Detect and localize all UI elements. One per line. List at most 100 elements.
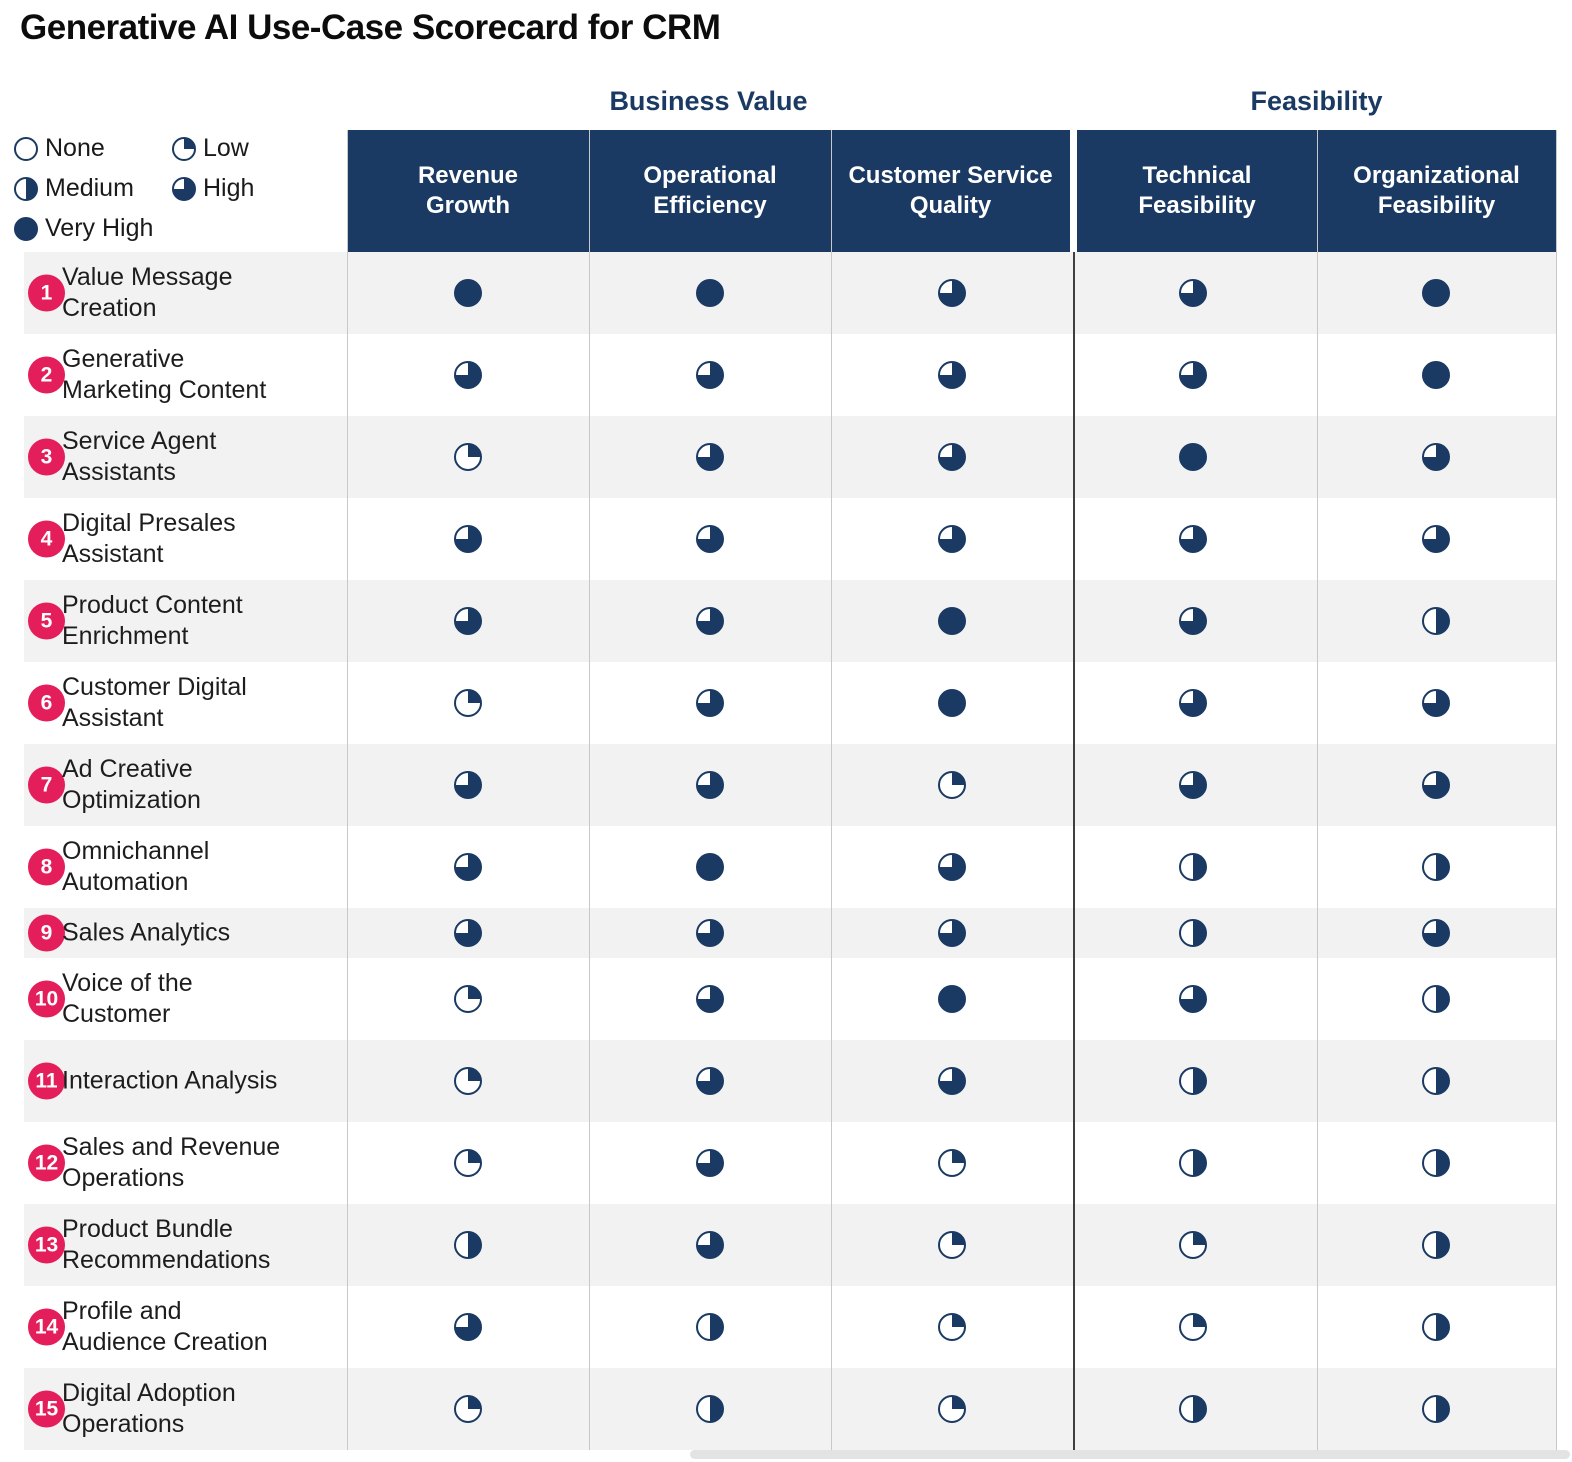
row-label: Product Bundle Recommendations [62,1214,287,1276]
row-number-badge: 2 [28,357,65,394]
harvey-ball-high [172,177,196,201]
table-row: 2Generative Marketing Content [24,334,1556,416]
column-header-operational-efficiency: Operational Efficiency [589,130,831,252]
table-row: 10Voice of the Customer [24,958,1556,1040]
row-label: Product Content Enrichment [62,590,287,652]
legend-item-very-high: Very High [14,214,172,243]
harvey-ball-high [454,525,482,553]
table-row: 15Digital Adoption Operations [24,1368,1556,1450]
row-label: Value Message Creation [62,262,287,324]
legend-item-medium: Medium [14,174,172,203]
group-header-feasibility: Feasibility [1077,86,1556,117]
row-number-badge: 10 [28,981,65,1018]
harvey-ball-high [696,1149,724,1177]
legend-item-none: None [14,134,172,163]
harvey-ball-very-high [454,279,482,307]
table-row: 9Sales Analytics [24,908,1556,958]
column-header-customer-service-quality: Customer Service Quality [831,130,1070,252]
legend-item-low: Low [172,134,339,163]
harvey-ball-none [14,137,38,161]
harvey-ball-medium [1422,985,1450,1013]
harvey-ball-high [938,853,966,881]
row-label: Digital Adoption Operations [62,1378,287,1440]
harvey-ball-high [938,919,966,947]
row-label: Ad Creative Optimization [62,754,287,816]
legend-item-high: High [172,174,339,203]
harvey-ball-medium [1422,607,1450,635]
harvey-ball-low [1179,1231,1207,1259]
column-divider [347,130,348,1450]
harvey-ball-low [454,689,482,717]
row-label: Profile and Audience Creation [62,1296,287,1358]
harvey-ball-high [454,919,482,947]
harvey-ball-high [938,279,966,307]
harvey-ball-high [454,361,482,389]
horizontal-scrollbar-thumb[interactable] [690,1450,1570,1459]
table-row: 6Customer Digital Assistant [24,662,1556,744]
column-header-revenue-growth: Revenue Growth [347,130,589,252]
harvey-ball-low [172,137,196,161]
table-row: 7Ad Creative Optimization [24,744,1556,826]
row-label: Service Agent Assistants [62,426,287,488]
row-label: Digital Presales Assistant [62,508,287,570]
harvey-ball-low [938,1231,966,1259]
row-number-badge: 4 [28,521,65,558]
row-label: Voice of the Customer [62,968,287,1030]
harvey-ball-low [454,1149,482,1177]
harvey-ball-very-high [14,217,38,241]
harvey-ball-high [696,1231,724,1259]
harvey-ball-high [1422,919,1450,947]
row-label: Sales Analytics [62,918,230,949]
harvey-ball-low [454,1395,482,1423]
column-header-organizational-feasibility: Organizational Feasibility [1317,130,1556,252]
harvey-ball-medium [1422,1231,1450,1259]
harvey-ball-high [1179,985,1207,1013]
harvey-ball-low [938,771,966,799]
harvey-ball-high [938,361,966,389]
harvey-ball-medium [14,177,38,201]
harvey-ball-high [1179,525,1207,553]
row-number-badge: 13 [28,1227,65,1264]
harvey-ball-medium [1179,1395,1207,1423]
harvey-ball-medium [1422,1313,1450,1341]
row-number-badge: 14 [28,1309,65,1346]
column-divider [589,130,590,1450]
row-number-badge: 12 [28,1145,65,1182]
harvey-ball-very-high [1422,361,1450,389]
harvey-ball-high [938,1067,966,1095]
row-number-badge: 5 [28,603,65,640]
column-divider [831,130,832,1450]
harvey-ball-high [938,443,966,471]
harvey-ball-very-high [938,689,966,717]
column-divider [1317,130,1318,1450]
harvey-ball-high [938,525,966,553]
row-number-badge: 9 [28,915,65,952]
harvey-ball-very-high [938,607,966,635]
harvey-ball-high [454,607,482,635]
column-header-technical-feasibility: Technical Feasibility [1077,130,1317,252]
harvey-ball-medium [696,1395,724,1423]
harvey-ball-high [696,525,724,553]
row-label: Omnichannel Automation [62,836,287,898]
harvey-ball-high [696,361,724,389]
row-label: Interaction Analysis [62,1066,277,1097]
harvey-ball-medium [696,1313,724,1341]
legend: NoneLowMediumHighVery High [14,134,339,243]
harvey-ball-high [696,443,724,471]
row-label: Generative Marketing Content [62,344,287,406]
table-right-edge [1556,130,1557,1450]
harvey-ball-high [1179,689,1207,717]
harvey-ball-medium [1179,853,1207,881]
harvey-ball-medium [1422,1395,1450,1423]
harvey-ball-medium [1179,1067,1207,1095]
harvey-ball-very-high [1422,279,1450,307]
table-row: 8Omnichannel Automation [24,826,1556,908]
harvey-ball-high [1422,443,1450,471]
harvey-ball-high [1179,771,1207,799]
harvey-ball-very-high [696,279,724,307]
harvey-ball-medium [1422,853,1450,881]
harvey-ball-high [1179,279,1207,307]
table-row: 1Value Message Creation [24,252,1556,334]
harvey-ball-high [454,853,482,881]
row-number-badge: 6 [28,685,65,722]
